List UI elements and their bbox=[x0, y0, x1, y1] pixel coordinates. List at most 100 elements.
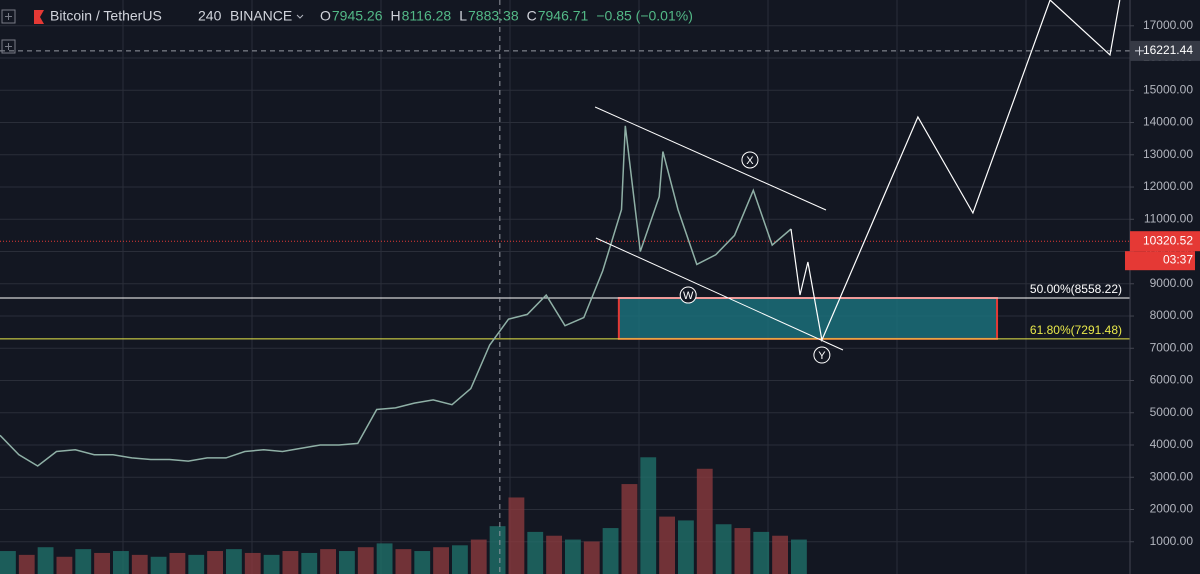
volume-bar bbox=[772, 535, 788, 574]
volume-bar bbox=[263, 554, 280, 574]
countdown-box bbox=[1125, 251, 1195, 271]
wave-marker bbox=[679, 286, 697, 304]
vertical-grid bbox=[0, 0, 1130, 574]
dropdown-chevron[interactable] bbox=[296, 14, 304, 19]
volume-bar bbox=[565, 539, 581, 574]
ohlc-label: O bbox=[320, 8, 331, 24]
ohlc-label: C bbox=[527, 8, 537, 24]
volume-bar bbox=[791, 539, 807, 574]
volume-bar bbox=[75, 549, 92, 574]
volume-bar bbox=[734, 528, 751, 574]
add-icon-plus bbox=[5, 43, 12, 50]
volume-bar bbox=[94, 552, 110, 574]
volume-bar bbox=[395, 549, 412, 574]
volume-bar bbox=[508, 497, 525, 574]
y-tick-label: 4000.00 bbox=[1150, 437, 1194, 451]
change: −0.85 (−0.01%) bbox=[596, 8, 693, 24]
wave-marker bbox=[813, 346, 831, 364]
volume-bar bbox=[527, 531, 544, 574]
volume-bar bbox=[546, 535, 562, 574]
trendline bbox=[595, 237, 844, 351]
target-zone bbox=[617, 297, 999, 340]
y-tick-label: 1000.00 bbox=[1150, 534, 1194, 548]
y-tick-label: 8000.00 bbox=[1150, 308, 1194, 322]
y-tick-label: 15000.00 bbox=[1143, 82, 1193, 96]
crosshair-box bbox=[1130, 40, 1200, 61]
projection-line bbox=[790, 0, 1121, 343]
volume-bar bbox=[207, 551, 223, 574]
fib-label: 50.00%(8558.22) bbox=[1030, 282, 1122, 296]
volume-bar bbox=[282, 551, 299, 574]
y-tick-label: 13000.00 bbox=[1143, 147, 1193, 161]
volume-bar bbox=[320, 549, 336, 574]
crosshair-plus bbox=[1135, 46, 1144, 56]
price-line bbox=[0, 125, 792, 467]
volume-bar bbox=[640, 457, 657, 574]
symbol-flag bbox=[34, 10, 44, 24]
y-tick-label: 2000.00 bbox=[1150, 502, 1194, 516]
last-price-label: 10320.52 bbox=[1143, 233, 1193, 247]
ohlc-value: 7883.38 bbox=[468, 8, 519, 24]
volume-bar bbox=[489, 526, 506, 574]
header: Bitcoin / TetherUS 240 BINANCE O 7945.26 H… bbox=[1, 8, 693, 54]
fib-label: 61.80%(7291.48) bbox=[1030, 323, 1122, 337]
y-tick-label: 6000.00 bbox=[1150, 373, 1194, 387]
wave-marker bbox=[741, 151, 759, 169]
volume-bar bbox=[169, 552, 186, 574]
y-tick-label: 3000.00 bbox=[1150, 469, 1194, 483]
volume-bar bbox=[226, 549, 242, 574]
volume-bar bbox=[414, 551, 431, 574]
y-tick-label: 17000.00 bbox=[1143, 18, 1193, 32]
volume-bar bbox=[37, 547, 54, 574]
volume-bar bbox=[433, 547, 449, 574]
y-tick-label: 11000.00 bbox=[1144, 211, 1193, 225]
countdown: 03:37 bbox=[1163, 252, 1193, 266]
volume-bar bbox=[244, 552, 261, 574]
volume-bar bbox=[753, 531, 770, 574]
wave-label: Y bbox=[818, 350, 826, 362]
wave-label: X bbox=[746, 155, 754, 167]
ohlc-label: H bbox=[391, 8, 401, 24]
volume-bar bbox=[0, 551, 16, 574]
volume-bar bbox=[602, 528, 619, 574]
volume-bar bbox=[659, 516, 675, 574]
volume-bar bbox=[452, 545, 468, 574]
ohlc-label: L bbox=[459, 8, 467, 24]
volume-bar bbox=[583, 541, 600, 574]
ohlc-value: 7945.26 bbox=[332, 8, 383, 24]
volume-bar bbox=[131, 554, 148, 574]
volume-bar bbox=[678, 520, 694, 574]
exchange: BINANCE bbox=[230, 8, 292, 24]
volume-bar bbox=[470, 539, 487, 574]
crosshair-label: 16221.44 bbox=[1143, 43, 1193, 57]
volume-bar bbox=[357, 547, 374, 574]
volume-bar bbox=[339, 551, 355, 574]
volume-bar bbox=[188, 554, 205, 574]
volume-bar bbox=[376, 543, 393, 574]
volume-bar bbox=[18, 554, 35, 574]
y-tick-label: 12000.00 bbox=[1143, 179, 1193, 193]
volume-bar bbox=[56, 556, 73, 574]
y-tick-label: 14000.00 bbox=[1143, 115, 1193, 129]
y-tick-label: 9000.00 bbox=[1150, 276, 1194, 290]
interval[interactable]: 240 bbox=[198, 8, 222, 24]
add-icon[interactable] bbox=[1, 9, 16, 24]
volume-bar bbox=[113, 551, 129, 574]
add-icon[interactable] bbox=[1, 39, 16, 54]
y-tick-label: 5000.00 bbox=[1150, 405, 1194, 419]
add-icon-plus bbox=[5, 13, 12, 20]
volume-bar bbox=[696, 468, 713, 574]
y-tick-label: 7000.00 bbox=[1150, 340, 1194, 354]
symbol[interactable]: Bitcoin / TetherUS bbox=[50, 8, 162, 24]
volume-bar bbox=[150, 556, 167, 574]
volume-bar bbox=[715, 524, 732, 574]
trendline bbox=[594, 106, 827, 211]
volume-bar bbox=[301, 552, 318, 574]
wave-label: W bbox=[683, 290, 694, 302]
plot: 50.00%(8558.22) 61.80%(7291.48) W X Y bbox=[0, 0, 1130, 574]
last-price-box bbox=[1130, 231, 1200, 252]
ohlc-value: 8116.28 bbox=[402, 8, 452, 24]
volume-bar bbox=[621, 484, 638, 574]
